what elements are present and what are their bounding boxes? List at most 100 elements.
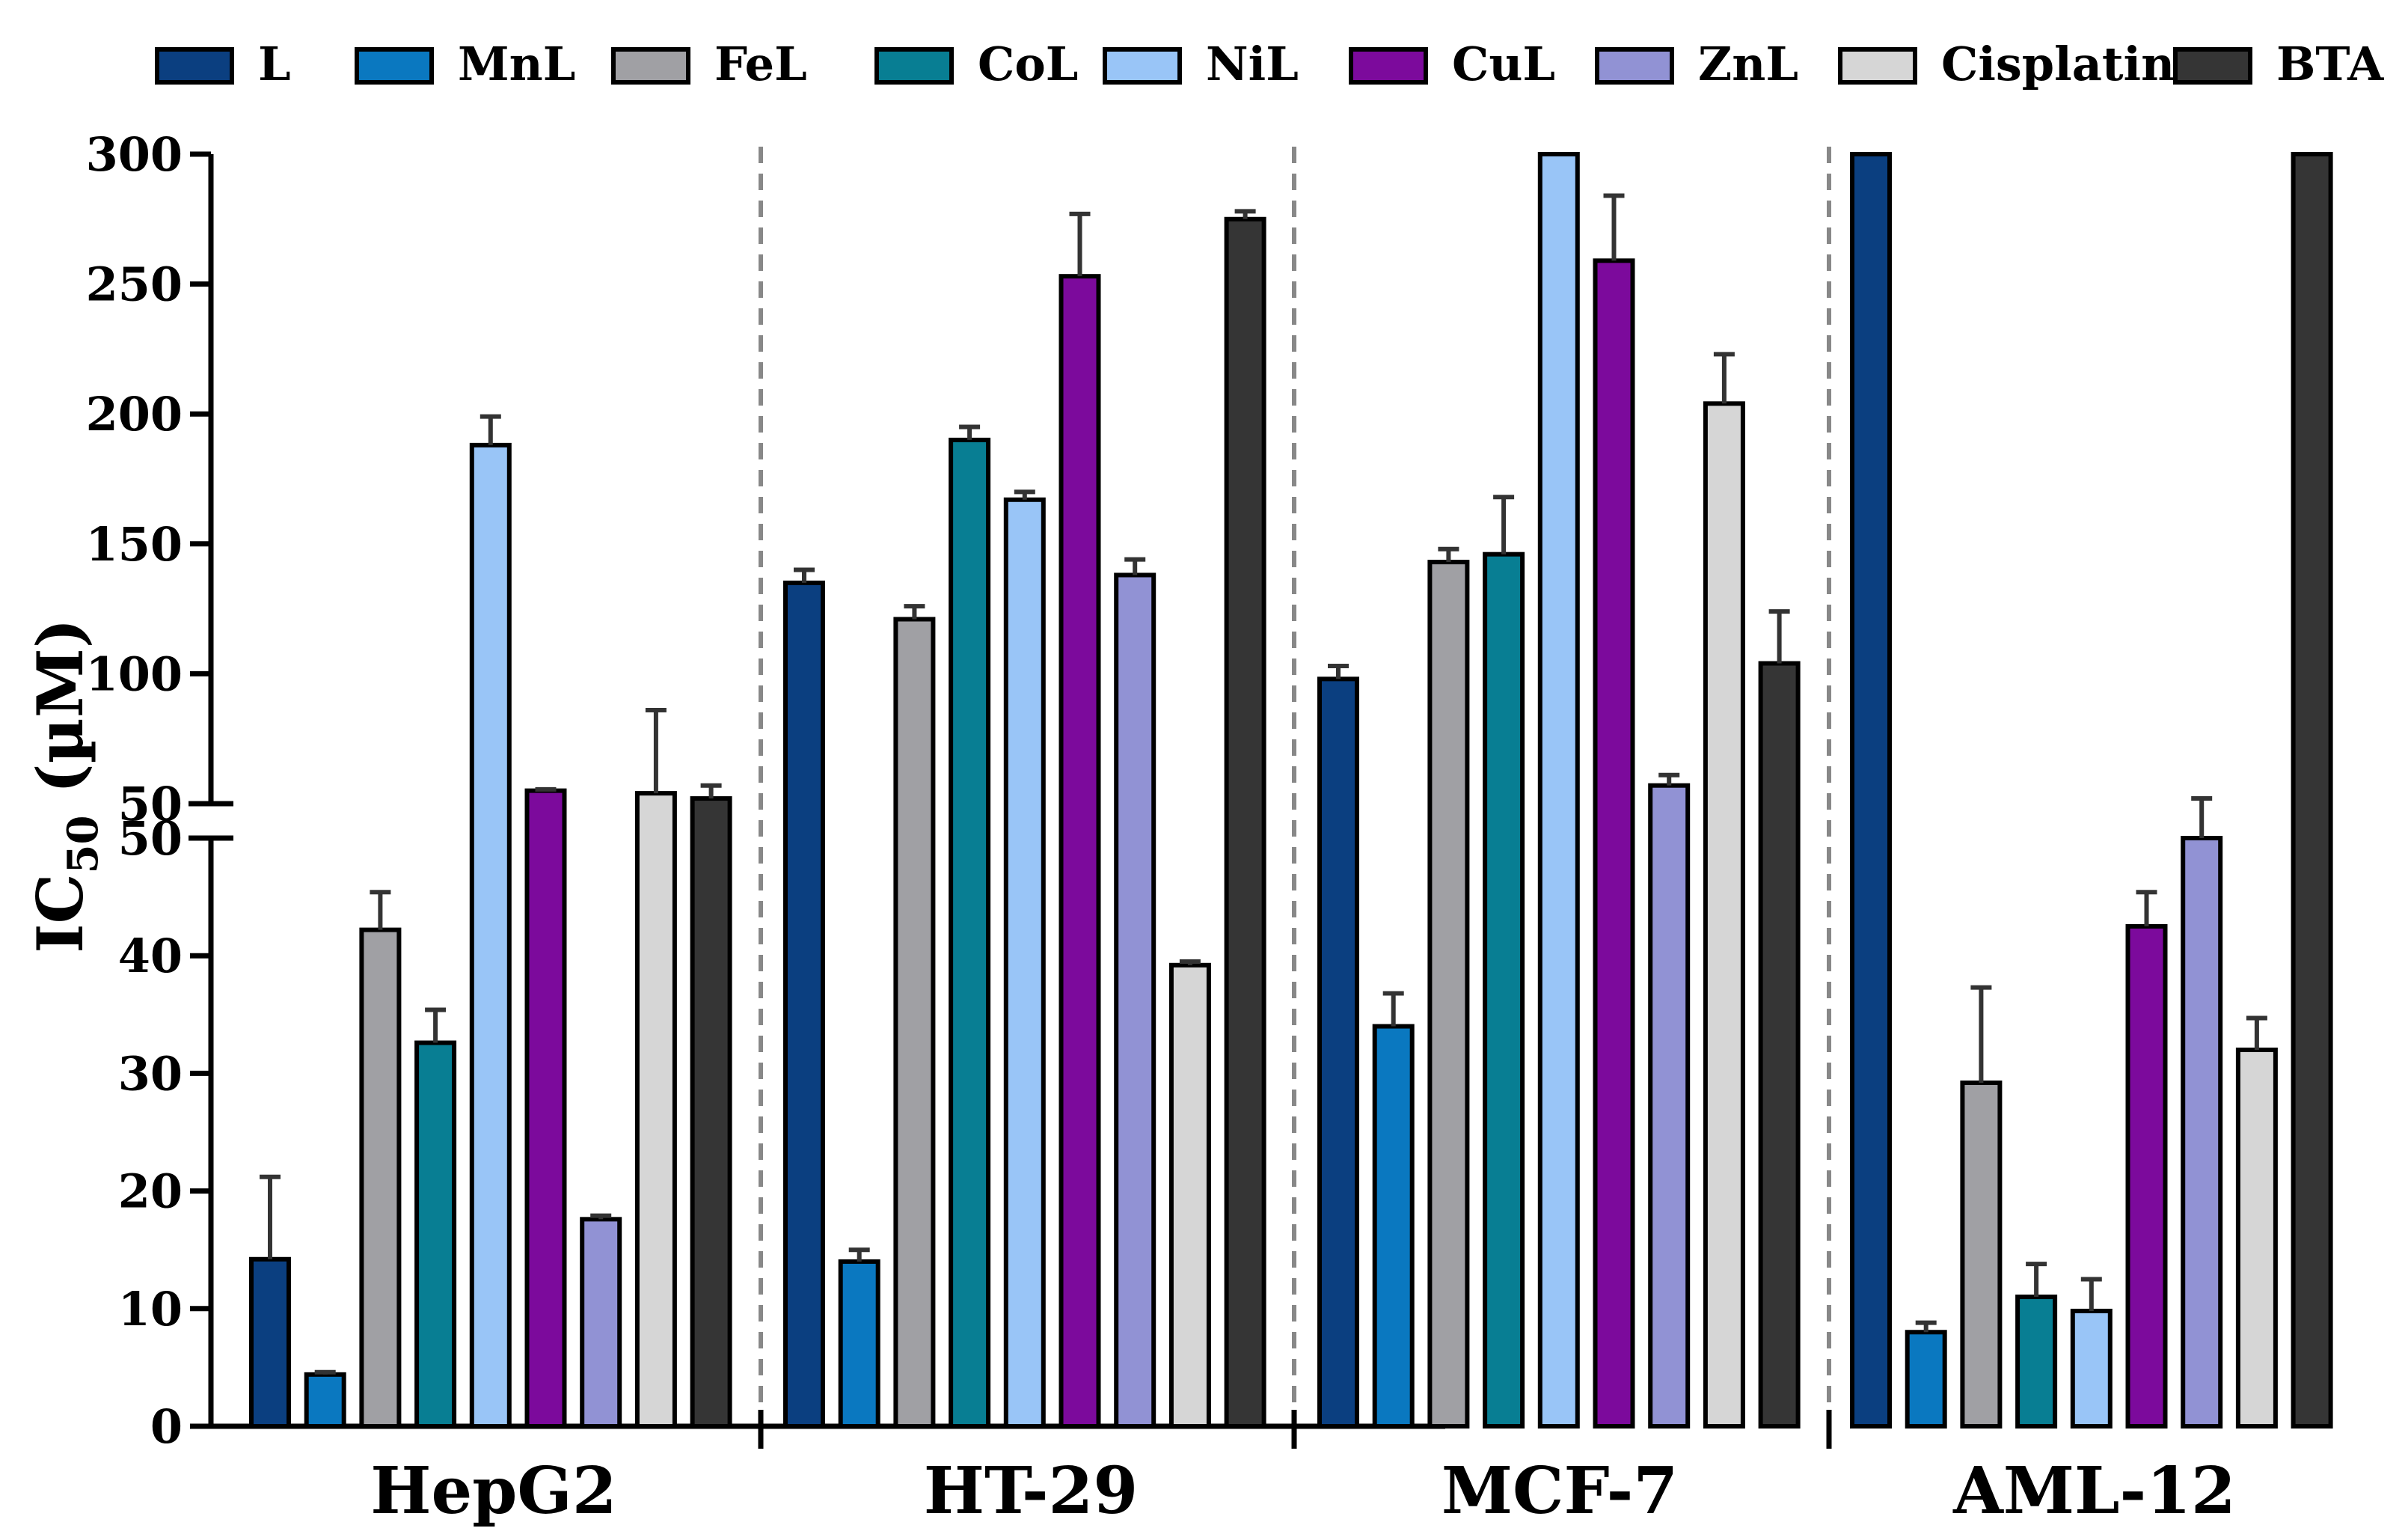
legend-item-l: L [155,37,291,91]
bar-hepg2-cul [524,788,567,1429]
y-axis-label-unit: (µM) [23,618,97,815]
x-label-aml-12: AML-12 [1952,1453,2236,1529]
error-bar-hepg2-bta [700,783,722,799]
x-tick-labels: HepG2 HT-29 MCF-7 AML-12 [370,1453,2236,1529]
error-bar-aml-12-cul [2136,890,2157,926]
error-bar-aml-12-nil [2080,1277,2102,1311]
error-bar-ht-29-cul [1069,211,1091,277]
bar-hepg2-l [249,1256,291,1429]
error-bar-ht-29-col [959,424,981,440]
y-tick-label-lower-30: 30 [118,1046,183,1101]
bar-hepg2-znl [580,1217,622,1429]
bar-group-mcf-7 [1317,152,1801,1429]
bar-aml-12-fel [1960,1080,2003,1429]
legend-swatch [611,47,690,85]
legend-item-cul: CuL [1349,37,1555,91]
legend-label: Cisplatin [1941,37,2175,91]
x-label-hepg2: HepG2 [370,1453,616,1529]
bar-aml-12-nil [2070,1308,2113,1429]
bar-group-ht-29 [783,216,1266,1429]
legend-swatch [155,47,234,85]
error-bar-mcf-7-cul [1603,193,1625,261]
bar-mcf-7-znl [1648,783,1691,1429]
bar-hepg2-fel [359,927,402,1429]
bar-ht-29-cul [1059,274,1101,1429]
bar-aml-12-cul [2125,923,2168,1429]
error-bar-ht-29-cisplatin [1179,959,1201,965]
y-axis-label: IC50 (µM) [23,618,108,953]
bar-ht-29-cisplatin [1168,962,1211,1429]
error-bar-hepg2-fel [370,890,391,930]
bar-aml-12-znl [2181,836,2223,1429]
error-bar-ht-29-mnl [848,1247,870,1262]
bar-hepg2-mnl [304,1372,346,1429]
legend-label: ZnL [1698,37,1798,91]
error-bar-aml-12-cisplatin [2246,1015,2267,1050]
legend-label: L [258,37,291,91]
bar-mcf-7-l [1317,676,1359,1429]
bar-mcf-7-nil [1537,152,1580,1429]
bar-aml-12-col [2015,1295,2058,1429]
legend-item-fel: FeL [611,37,807,91]
y-tick-label-upper-300: 300 [86,127,183,182]
error-bar-mcf-7-cisplatin [1713,352,1735,404]
bar-aml-12-l [1850,152,1892,1429]
y-tick-label-lower-10: 10 [118,1282,183,1336]
y-axis-label-main: IC [23,873,97,953]
error-bar-hepg2-nil [480,414,501,445]
bar-ht-29-l [783,580,825,1429]
error-bar-hepg2-znl [590,1213,612,1220]
y-tick-label-upper-150: 150 [86,517,183,572]
y-tick-label-lower-0: 0 [150,1399,183,1454]
y-tick-label-lower-20: 20 [118,1164,183,1219]
y-tick-label-upper-100: 100 [86,647,183,701]
legend-label: CoL [978,37,1078,91]
legend-swatch [1838,47,1917,85]
y-axis-label-sub: 50 [58,816,108,874]
bar-mcf-7-bta [1758,661,1801,1429]
error-bar-hepg2-mnl [314,1369,336,1375]
error-bar-ht-29-fel [904,604,925,620]
axis-break [189,801,233,841]
error-bar-hepg2-cisplatin [645,708,667,794]
bar-aml-12-mnl [1905,1330,1947,1429]
bar-mcf-7-cul [1593,258,1635,1429]
legend-item-nil: NiL [1103,37,1299,91]
error-bar-aml-12-col [2026,1262,2047,1298]
error-bar-ht-29-znl [1124,557,1146,575]
y-tick-label-upper-200: 200 [86,387,183,441]
legend-label: NiL [1206,37,1299,91]
error-bar-mcf-7-mnl [1382,991,1404,1027]
legend-label: FeL [714,37,807,91]
bar-group-hepg2 [249,442,732,1429]
legend-label: BTA [2276,37,2384,91]
bar-ht-29-col [949,437,991,1429]
bar-ht-29-mnl [838,1259,880,1429]
error-bar-mcf-7-bta [1768,609,1790,664]
legend-item-znl: ZnL [1595,37,1798,91]
error-bar-mcf-7-col [1493,495,1515,554]
error-bar-ht-29-nil [1014,489,1035,500]
bar-ht-29-nil [1003,497,1046,1429]
legend-label: MnL [458,37,575,91]
error-bar-aml-12-mnl [1915,1320,1937,1333]
bar-mcf-7-cisplatin [1703,401,1745,1429]
x-label-mcf-7: MCF-7 [1442,1453,1678,1529]
error-bar-ht-29-bta [1234,209,1256,219]
y-axis-title: IC50 (µM) [23,618,108,953]
bar-hepg2-nil [469,442,512,1429]
legend-item-bta: BTA [2173,37,2384,91]
bar-hepg2-bta [690,796,732,1429]
error-bar-aml-12-fel [1970,985,1992,1083]
legend: L MnL FeL CoL NiL CuL ZnL Cisplatin BTA [155,37,2384,91]
legend-item-cisplatin: Cisplatin [1838,37,2175,91]
bar-aml-12-cisplatin [2235,1047,2278,1429]
error-bar-mcf-7-l [1328,663,1349,679]
error-bar-mcf-7-znl [1658,772,1680,786]
y-tick-label-lower-50: 50 [118,811,183,866]
error-bar-hepg2-cul [535,786,557,792]
legend-swatch [1349,47,1428,85]
legend-swatch [2173,47,2252,85]
y-tick-label-lower-40: 40 [118,929,183,983]
